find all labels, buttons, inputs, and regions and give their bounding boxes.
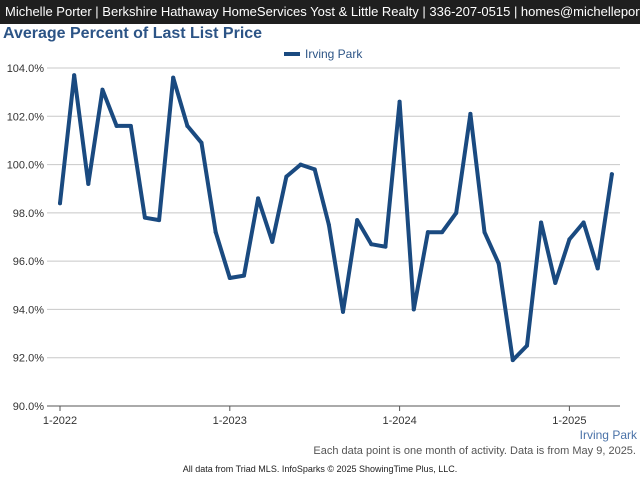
- x-tick-label: 1-2024: [382, 415, 416, 427]
- data-point: [510, 358, 515, 363]
- data-point: [355, 218, 360, 223]
- data-note: Each data point is one month of activity…: [313, 445, 636, 457]
- data-point: [157, 218, 162, 223]
- data-point: [468, 111, 473, 116]
- agent-banner: Michelle Porter | Berkshire Hathaway Hom…: [0, 0, 640, 24]
- x-tick-label: 1-2022: [43, 415, 77, 427]
- y-tick-label: 98.0%: [13, 208, 44, 220]
- x-tick-label: 1-2023: [213, 415, 247, 427]
- data-point: [411, 307, 416, 312]
- data-point: [284, 174, 289, 179]
- data-point: [58, 201, 62, 206]
- data-point: [567, 237, 572, 242]
- data-point: [524, 343, 529, 348]
- legend-swatch: [284, 52, 300, 56]
- data-point: [440, 230, 445, 235]
- x-axis-name: Irving Park: [579, 428, 637, 442]
- data-point: [298, 162, 303, 167]
- data-point: [312, 167, 317, 172]
- data-point: [270, 239, 275, 244]
- source-credit: All data from Triad MLS. InfoSparks © 20…: [182, 464, 458, 474]
- data-point: [72, 73, 77, 78]
- data-point: [581, 220, 586, 225]
- data-point: [185, 123, 190, 128]
- chart-title: Average Percent of Last List Price: [3, 25, 263, 42]
- data-point: [609, 172, 614, 177]
- x-tick-label: 1-2025: [552, 415, 586, 427]
- y-tick-label: 96.0%: [13, 256, 44, 268]
- y-tick-label: 92.0%: [13, 353, 44, 365]
- y-tick-label: 100.0%: [7, 160, 45, 172]
- data-point: [326, 222, 331, 227]
- legend-label: Irving Park: [305, 47, 363, 61]
- data-point: [482, 230, 487, 235]
- data-point: [213, 230, 218, 235]
- data-point: [199, 140, 204, 145]
- data-point: [114, 123, 119, 128]
- data-point: [425, 230, 430, 235]
- legend: Irving Park: [284, 47, 362, 61]
- series-line-irving-park: [58, 73, 614, 363]
- data-point: [341, 309, 345, 314]
- data-point: [171, 75, 176, 80]
- y-tick-label: 102.0%: [7, 111, 45, 123]
- data-point: [539, 220, 544, 225]
- data-point: [241, 273, 246, 278]
- y-tick-label: 104.0%: [7, 63, 45, 75]
- data-point: [496, 261, 501, 266]
- data-point: [383, 244, 388, 249]
- data-point: [142, 215, 147, 220]
- data-point: [397, 99, 402, 104]
- data-point: [128, 123, 133, 128]
- data-point: [227, 276, 232, 281]
- data-point: [86, 181, 91, 186]
- data-point: [256, 196, 261, 201]
- data-point: [595, 266, 600, 271]
- data-point: [454, 210, 459, 215]
- y-tick-label: 90.0%: [13, 401, 44, 413]
- data-point: [553, 280, 558, 285]
- data-point: [369, 242, 374, 247]
- y-tick-label: 94.0%: [13, 304, 44, 316]
- data-point: [100, 87, 105, 92]
